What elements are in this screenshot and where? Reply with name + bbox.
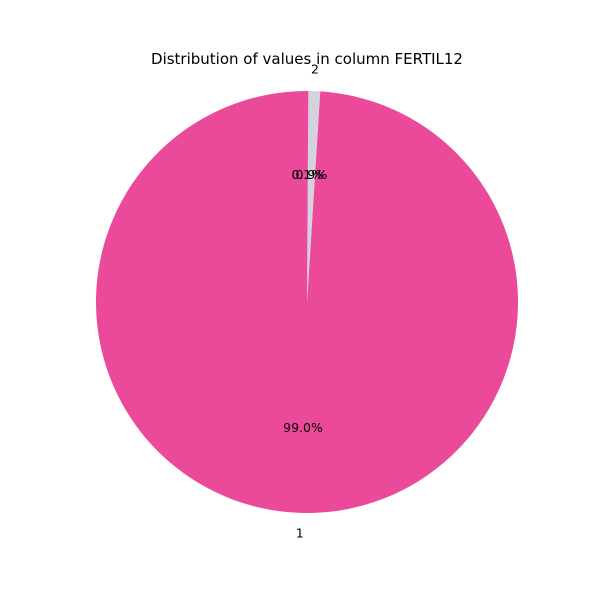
- pie-slices: [96, 91, 519, 513]
- chart-title: Distribution of values in column FERTIL1…: [151, 50, 463, 68]
- pie-slice-3: [307, 91, 309, 302]
- percent-label-2: 0.9%: [295, 167, 327, 182]
- percent-label-1: 99.0%: [283, 420, 323, 435]
- pie-slice-2: [307, 91, 321, 302]
- pie-labels: 1 99.0% 2 0.9%0.1%: [283, 62, 327, 541]
- percent-label-3: 0.1%: [292, 167, 324, 182]
- slice-label-1: 1: [296, 525, 304, 540]
- pie-slice-1: [96, 91, 519, 513]
- slice-label-2: 2: [311, 62, 319, 77]
